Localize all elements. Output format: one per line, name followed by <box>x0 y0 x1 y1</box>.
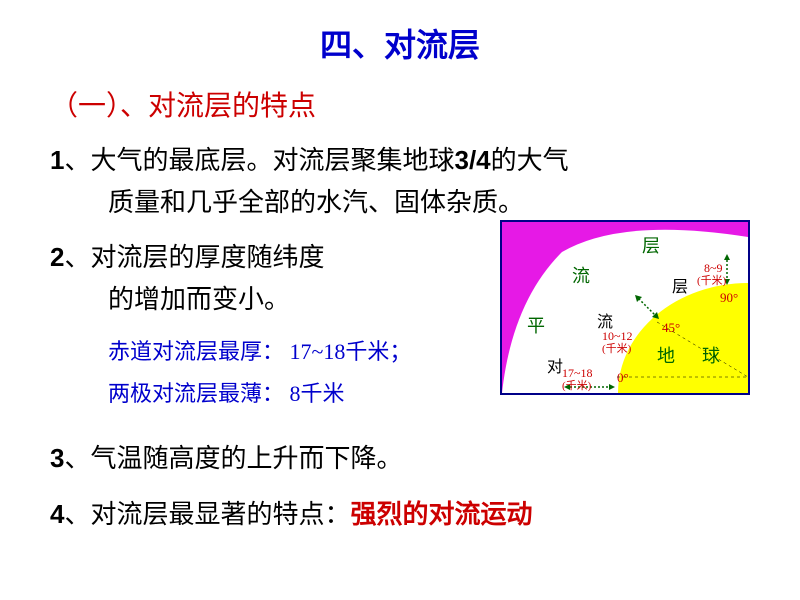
label-ceng2: 层 <box>672 279 688 296</box>
note-poles: 两极对流层最薄： 8千米 <box>50 376 411 408</box>
label-h1: 8~9 <box>704 261 723 275</box>
point-2-num: 2 <box>50 242 64 272</box>
label-h2u: (千米) <box>602 342 632 355</box>
troposphere-diagram: 平 流 层 对 流 层 地 球 8~9 (千米) 90° 10~12 (千米) … <box>500 220 750 395</box>
point-3: 3、气温随高度的上升而下降。 <box>50 438 750 480</box>
point-1: 1、大气的最底层。对流层聚集地球3/4的大气 质量和几乎全部的水汽、固体杂质。 <box>50 140 750 223</box>
point-3-num: 3 <box>50 443 64 473</box>
label-h2: 10~12 <box>602 329 633 343</box>
point-4: 4、对流层最显著的特点：强烈的对流运动 <box>50 494 750 536</box>
section-subtitle: （一）、对流层的特点 <box>50 84 750 124</box>
point-1-text-b: 的大气 <box>491 146 569 175</box>
label-ceng1: 层 <box>642 236 660 256</box>
point-3-text: 、气温随高度的上升而下降。 <box>64 444 402 473</box>
label-liu1: 流 <box>572 266 590 286</box>
point-4-text: 、对流层最显著的特点： <box>64 500 350 529</box>
slide-title: 四、对流层 <box>50 20 750 66</box>
label-lat45: 45° <box>662 320 680 335</box>
label-ping: 平 <box>527 316 545 336</box>
label-dui: 对 <box>547 358 563 376</box>
point-1-text-a: 、大气的最底层。对流层聚集地球 <box>64 146 454 175</box>
point-1-fraction: 3/4 <box>454 145 490 175</box>
label-h1u: (千米) <box>697 274 727 287</box>
label-h3: 17~18 <box>562 366 593 380</box>
point-2-text-a: 、对流层的厚度随纬度 <box>64 243 324 272</box>
point-2: 2、对流层的厚度随纬度 的增加而变小。 <box>50 237 411 320</box>
label-di: 地 <box>657 346 675 366</box>
point-4-num: 4 <box>50 499 64 529</box>
point-1-text-c: 质量和几乎全部的水汽、固体杂质。 <box>50 182 750 224</box>
point-4-highlight: 强烈的对流运动 <box>350 500 532 529</box>
label-h3u: (千米) <box>562 379 592 392</box>
note-equator: 赤道对流层最厚： 17~18千米； <box>50 334 411 366</box>
point-2-text-b: 的增加而变小。 <box>50 279 411 321</box>
label-lat0: 0° <box>617 370 629 385</box>
label-lat90: 90° <box>720 290 738 305</box>
label-qiu: 球 <box>702 346 720 366</box>
point-1-num: 1 <box>50 145 64 175</box>
